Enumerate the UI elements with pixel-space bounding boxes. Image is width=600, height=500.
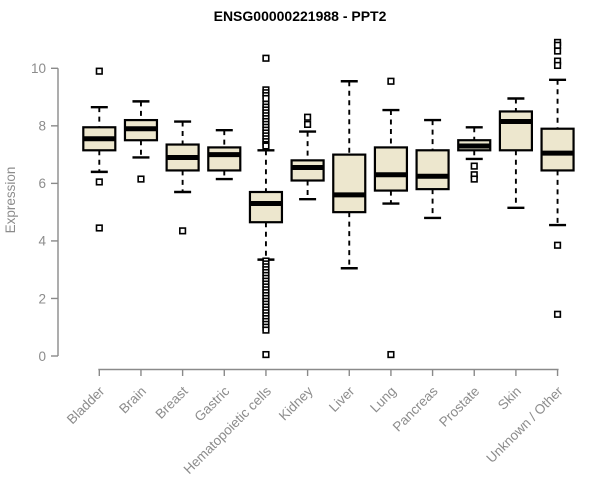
y-tick-label: 4 [38, 234, 46, 249]
x-tick-label-skin: Skin [495, 384, 524, 413]
y-tick-label: 6 [38, 176, 46, 191]
x-tick-label-gastric: Gastric [192, 383, 233, 424]
x-tick-label-liver: Liver [326, 383, 358, 415]
box-unknown-other [540, 127, 575, 172]
outlier-point-hematopoietic-cells [262, 54, 270, 62]
box-pancreas [415, 149, 450, 191]
x-tick-label-kidney: Kidney [276, 383, 316, 423]
outlier-point-bladder [95, 224, 103, 232]
outlier-point-unknown-other [553, 61, 562, 70]
box-skin [498, 110, 533, 152]
outlier-point-hematopoietic-cells [262, 350, 270, 359]
outlier-point-lung [387, 77, 395, 85]
outlier-point-lung [387, 350, 395, 359]
outlier-point-bladder [95, 67, 103, 75]
outlier-point-prostate [470, 175, 478, 183]
x-tick-label-pancreas: Pancreas [390, 383, 441, 434]
outlier-point-unknown-other [553, 241, 562, 249]
x-tick-label-brain: Brain [116, 384, 149, 417]
outlier-point-brain [137, 175, 145, 183]
outlier-point-hematopoietic-cells [262, 94, 270, 103]
box-lung [373, 146, 409, 192]
x-tick-label-lung: Lung [367, 384, 399, 416]
outlier-point-unknown-other [553, 310, 562, 318]
x-tick-label-bladder: Bladder [64, 383, 108, 427]
x-tick-label-prostate: Prostate [436, 384, 482, 430]
y-tick-label: 10 [31, 61, 46, 76]
x-tick-label-unknown-other: Unknown / Other [483, 383, 566, 466]
outlier-point-bladder [95, 178, 103, 186]
x-tick-label-breast: Breast [153, 383, 191, 421]
chart-title: ENSG00000221988 - PPT2 [214, 8, 387, 24]
y-axis-title: Expression [3, 167, 18, 234]
box-hematopoietic-cells [248, 190, 284, 224]
outlier-point-hematopoietic-cells [262, 326, 270, 334]
y-tick-label: 0 [38, 349, 46, 364]
box-gastric [207, 146, 242, 172]
box-liver [332, 153, 367, 214]
y-tick-label: 2 [38, 291, 46, 306]
box-kidney [290, 159, 325, 182]
y-tick-label: 8 [38, 119, 46, 134]
outlier-point-hematopoietic-cells [262, 142, 270, 150]
outlier-point-kidney [303, 120, 312, 129]
outlier-point-kidney [303, 113, 312, 121]
outlier-point-breast [179, 227, 187, 235]
outlier-point-unknown-other [553, 47, 562, 55]
outlier-point-prostate [470, 162, 478, 170]
outlier-point-unknown-other [553, 41, 562, 49]
